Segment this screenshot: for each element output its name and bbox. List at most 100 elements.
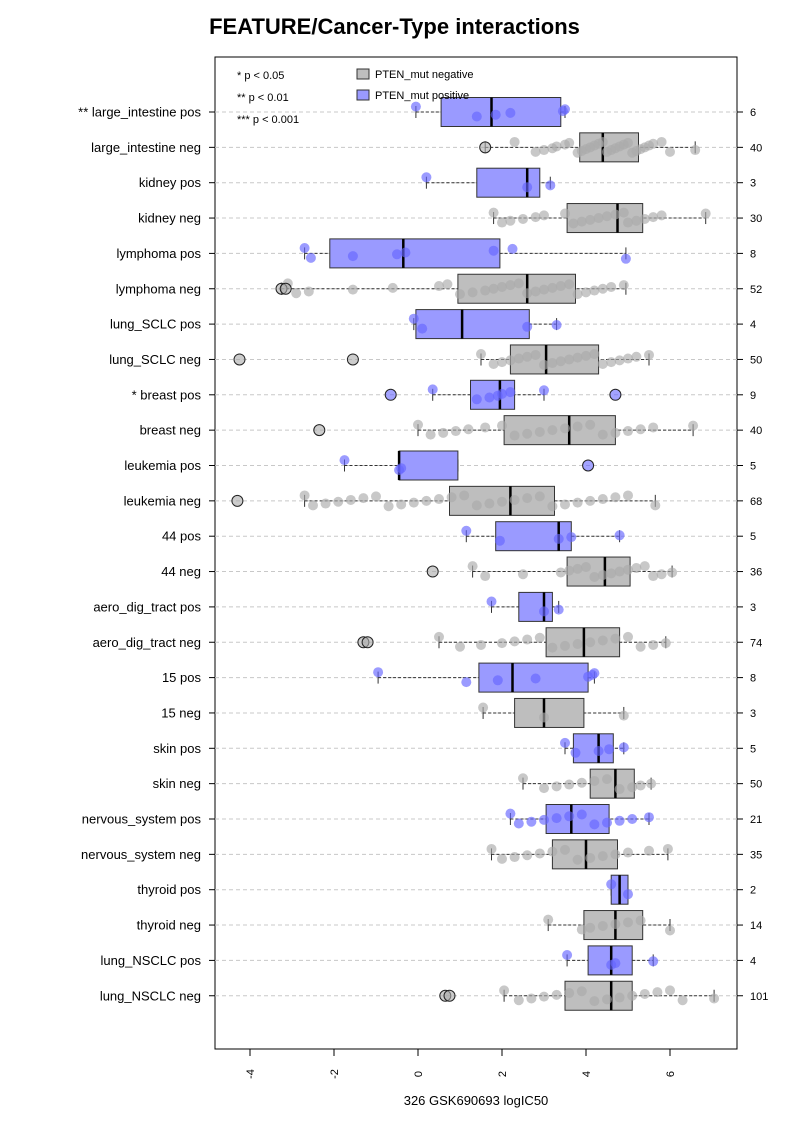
row-count: 8	[750, 673, 756, 685]
box	[476, 167, 541, 198]
data-point	[509, 136, 520, 147]
data-point	[522, 321, 533, 332]
data-point	[513, 818, 524, 829]
data-point	[299, 490, 310, 501]
data-point	[555, 356, 566, 367]
data-point	[564, 137, 575, 148]
data-point	[442, 279, 453, 290]
data-point	[589, 349, 600, 360]
data-point	[572, 421, 583, 432]
data-point	[620, 253, 631, 264]
data-point	[606, 357, 617, 368]
data-point	[560, 640, 570, 651]
data-point	[522, 351, 533, 362]
data-point	[610, 209, 621, 220]
data-point	[488, 207, 499, 218]
legend-swatch	[356, 89, 370, 101]
data-point	[618, 207, 629, 218]
data-point	[572, 352, 583, 363]
legend-swatch	[356, 68, 370, 80]
data-point	[602, 817, 612, 828]
data-point	[438, 427, 449, 438]
data-point	[572, 289, 583, 300]
data-point	[476, 349, 486, 360]
data-point	[631, 351, 642, 362]
row-count: 50	[750, 354, 762, 366]
row-count: 3	[750, 178, 756, 190]
data-point	[572, 497, 583, 508]
data-point	[627, 814, 638, 824]
data-point	[551, 989, 562, 1000]
data-point	[623, 564, 633, 575]
data-point	[623, 137, 633, 148]
data-point	[614, 992, 625, 1003]
data-point	[610, 633, 621, 644]
data-point	[427, 384, 438, 395]
data-point	[551, 141, 562, 152]
data-point	[560, 208, 570, 219]
data-point	[581, 287, 591, 298]
data-point	[463, 424, 474, 435]
data-point	[396, 499, 407, 510]
data-point	[507, 243, 518, 254]
data-point	[606, 281, 617, 292]
data-point	[614, 530, 625, 541]
box	[440, 97, 562, 127]
data-point	[471, 500, 482, 511]
data-point	[597, 429, 608, 440]
data-point	[631, 215, 642, 226]
data-point	[534, 632, 545, 643]
data-point	[490, 109, 501, 120]
data-point	[662, 843, 673, 854]
data-point	[497, 496, 507, 507]
data-point	[646, 778, 657, 789]
data-point	[505, 387, 516, 398]
data-point	[589, 775, 600, 786]
data-point	[614, 566, 625, 577]
row-label: skin neg	[153, 776, 201, 791]
data-point	[700, 208, 711, 219]
data-point	[547, 642, 558, 653]
row-count: 4	[750, 319, 756, 331]
data-point	[425, 429, 436, 440]
data-point	[665, 925, 675, 936]
data-point	[492, 675, 503, 686]
data-point	[513, 353, 524, 364]
x-tick-label: -2	[329, 1069, 341, 1079]
data-point	[471, 111, 482, 122]
row-count: 9	[750, 390, 756, 402]
data-point	[522, 634, 533, 645]
data-point	[413, 419, 423, 430]
data-point	[509, 636, 520, 647]
data-point	[604, 744, 615, 755]
data-point	[408, 497, 419, 508]
data-point	[593, 213, 604, 224]
data-point	[564, 279, 575, 290]
row-label: aero_dig_tract pos	[93, 599, 201, 614]
row-count: 36	[750, 567, 762, 579]
data-point	[358, 493, 369, 504]
data-point	[459, 490, 470, 501]
data-point	[606, 879, 617, 890]
data-point	[564, 811, 575, 822]
data-point	[627, 990, 638, 1001]
row-label: nervous_system pos	[82, 812, 202, 827]
data-point	[623, 217, 633, 228]
data-point	[602, 994, 612, 1005]
row-label: 15 neg	[161, 705, 201, 720]
data-point	[547, 425, 558, 436]
data-point	[373, 667, 384, 678]
data-point	[656, 136, 667, 147]
data-point	[562, 950, 573, 960]
data-point	[635, 915, 646, 926]
data-point	[551, 781, 562, 792]
data-point	[623, 889, 633, 900]
data-point	[564, 779, 575, 790]
outlier-point	[582, 459, 595, 472]
row-label: thyroid neg	[137, 918, 201, 933]
outlier-point	[443, 989, 456, 1002]
data-point	[539, 783, 549, 794]
outlier-point	[313, 424, 326, 437]
data-point	[497, 357, 507, 368]
data-point	[303, 286, 314, 297]
